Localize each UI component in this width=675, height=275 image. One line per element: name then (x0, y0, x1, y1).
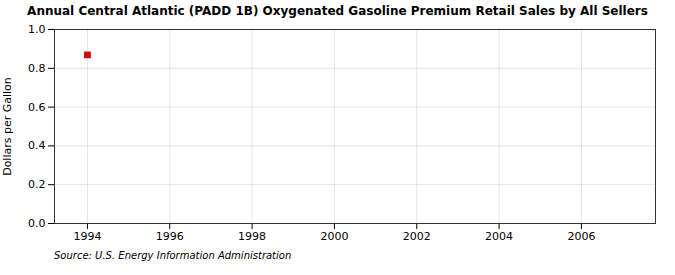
svg-text:Dollars per Gallon: Dollars per Gallon (1, 77, 14, 176)
svg-text:0.2: 0.2 (28, 178, 46, 191)
svg-text:1.0: 1.0 (28, 23, 46, 36)
html-text:Annual Central Atlantic (PADD: Annual Central Atlantic (PADD 1B) Oxygen… (27, 4, 648, 18)
svg-text:1996: 1996 (156, 230, 184, 243)
svg-text:2002: 2002 (403, 230, 431, 243)
svg-text:2004: 2004 (485, 230, 513, 243)
svg-text:0.8: 0.8 (28, 62, 46, 75)
svg-text:0.0: 0.0 (28, 217, 46, 230)
svg-text:1998: 1998 (238, 230, 266, 243)
svg-text:2006: 2006 (567, 230, 595, 243)
html-text:Source: U.S. Energy Informatio: Source: U.S. Energy Information Administ… (54, 250, 292, 261)
svg-text:1994: 1994 (73, 230, 101, 243)
svg-text:2000: 2000 (320, 230, 348, 243)
svg-text:0.6: 0.6 (28, 101, 46, 114)
svg-text:0.4: 0.4 (28, 139, 46, 152)
